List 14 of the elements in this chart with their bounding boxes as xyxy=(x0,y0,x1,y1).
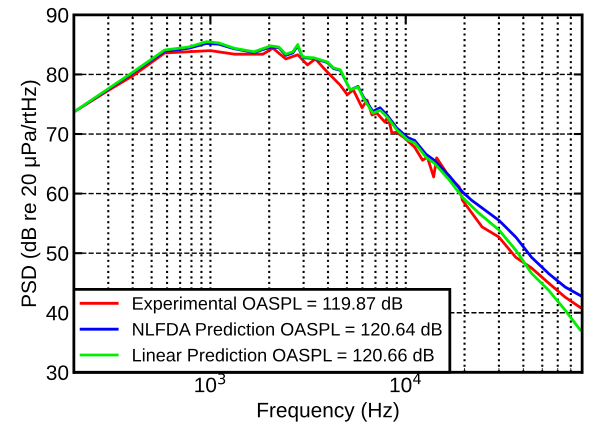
y-tick-label: 70 xyxy=(46,127,68,142)
x-axis-title: Frequency (Hz) xyxy=(258,402,398,422)
y-tick-label: 60 xyxy=(46,186,68,202)
y-tick-label: 90 xyxy=(46,8,68,23)
legend-label: Linear Prediction OASPL = 120.66 dB xyxy=(133,348,434,362)
y-tick-label: 50 xyxy=(46,246,68,261)
x-tick-label: 10$^{3}$ xyxy=(195,373,226,392)
y-axis-title: PSD (dB re 20 μPa/rtHz) xyxy=(20,80,40,306)
x-tick-label: 10$^{4}$ xyxy=(390,374,421,392)
y-tick-label: 80 xyxy=(46,67,68,82)
y-tick-label: 40 xyxy=(46,306,68,320)
legend-label: Experimental OASPL = 119.87 dB xyxy=(133,296,402,314)
y-tick-label: 30 xyxy=(46,365,68,380)
legend-label: NLFDA Prediction OASPL = 120.64 dB xyxy=(133,322,442,336)
